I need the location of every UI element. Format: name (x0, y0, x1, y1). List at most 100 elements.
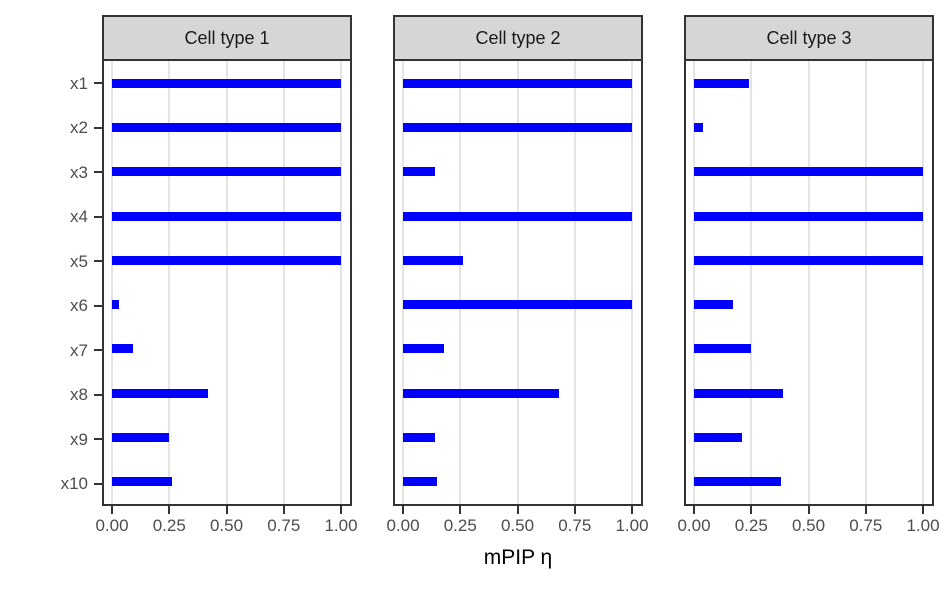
x-axis-tick-label: 0.00 (386, 516, 420, 535)
y-axis-labels: x1 x2 x3 x4 x5 x6 x7 x8 x9 x10 (0, 61, 102, 506)
y-axis-row: x10 (0, 462, 102, 507)
gridline-x (573, 61, 576, 504)
y-axis: x1 x2 x3 x4 x5 x6 x7 x8 x9 x10 (0, 15, 102, 540)
bar (694, 78, 749, 88)
gridline-x (459, 61, 462, 504)
bar (403, 477, 438, 487)
gridline-x (340, 61, 342, 504)
y-axis-tick-label: x3 (70, 162, 88, 182)
x-axis-title: mPIP η (483, 546, 553, 569)
facet-panel (684, 61, 934, 506)
facet-strip: Cell type 1 (102, 15, 352, 61)
bar (694, 255, 923, 265)
y-axis-row: x2 (0, 106, 102, 151)
y-axis-tick-label: x2 (70, 118, 88, 138)
y-axis-row: x6 (0, 284, 102, 329)
bar-row (104, 238, 350, 282)
y-axis-tick-mark (94, 171, 102, 174)
bar (112, 122, 341, 132)
x-axis-tick-label: 0.75 (267, 516, 301, 535)
bar (403, 300, 632, 310)
gridline-x (864, 61, 867, 504)
y-axis-tick-label: x8 (70, 385, 88, 405)
x-axis-tick-label: 0.75 (849, 516, 883, 535)
bar-row (395, 238, 641, 282)
x-axis: 0.00 0.25 0.50 0.75 1.00 (677, 506, 940, 540)
x-axis-tick-label: 1.00 (324, 516, 358, 535)
y-axis-tick-label: x1 (70, 73, 88, 93)
x-axis-tick-mark (516, 506, 519, 514)
bar-row (104, 371, 350, 415)
x-axis-tick-label: 0.75 (558, 516, 592, 535)
bar-row (686, 415, 932, 459)
x-axis-tick-mark (750, 506, 753, 514)
bar (403, 78, 632, 88)
x-axis-tick-mark (922, 506, 924, 514)
facet-strip-label: Cell type 2 (475, 28, 561, 48)
bar-row (104, 327, 350, 371)
bar-row (686, 327, 932, 371)
x-axis-tick-mark (573, 506, 576, 514)
y-axis-row: x5 (0, 239, 102, 284)
x-axis-tick-mark (340, 506, 342, 514)
bar (694, 388, 784, 398)
x-axis-tick-mark (111, 506, 113, 514)
facet-strip: Cell type 3 (684, 15, 934, 61)
bar-row (686, 150, 932, 194)
y-axis-tick-mark (94, 215, 102, 218)
gridline-x (282, 61, 285, 504)
bar-row (686, 460, 932, 504)
bar-row (395, 150, 641, 194)
facet-panel (393, 61, 643, 506)
bar (403, 344, 445, 354)
bar (112, 255, 341, 265)
bar (112, 433, 170, 443)
bar (694, 433, 743, 443)
gridline-x (516, 61, 519, 504)
bar (694, 300, 733, 310)
facet-1: Cell type 1 0.00 0.25 0.50 0.75 1.00 (95, 15, 358, 540)
y-axis-tick-label: x9 (70, 429, 88, 449)
gridline-x (922, 61, 924, 504)
y-axis-row: x1 (0, 61, 102, 106)
bar (694, 122, 704, 132)
bar (403, 388, 559, 398)
bar-row (686, 371, 932, 415)
bar (112, 167, 341, 177)
bar-row (395, 194, 641, 238)
x-axis-tick-label: 0.00 (95, 516, 129, 535)
facet-2: Cell type 2 0.00 0.25 0.50 0.75 1.00 (386, 15, 649, 540)
bar-row (104, 415, 350, 459)
x-axis: 0.00 0.25 0.50 0.75 1.00 (386, 506, 649, 540)
bar-row (104, 460, 350, 504)
y-axis-tick-mark (94, 82, 102, 85)
bar-row (104, 282, 350, 326)
facet-strip-label: Cell type 3 (766, 28, 852, 48)
y-axis-row: x3 (0, 150, 102, 195)
y-axis-tick-label: x5 (70, 251, 88, 271)
bar-row (686, 282, 932, 326)
y-axis-tick-mark (94, 438, 102, 441)
bar (694, 167, 923, 177)
bar (694, 211, 923, 221)
bar-row (395, 327, 641, 371)
gridline-x (807, 61, 810, 504)
gridline-x (402, 61, 404, 504)
facet-panel (102, 61, 352, 506)
gridline-x (631, 61, 633, 504)
gridline-x (225, 61, 228, 504)
y-axis-tick-mark (94, 393, 102, 396)
x-axis-tick-mark (807, 506, 810, 514)
y-axis-tick-label: x7 (70, 340, 88, 360)
y-axis-tick-label: x6 (70, 296, 88, 316)
facet-strip: Cell type 2 (393, 15, 643, 61)
x-axis: 0.00 0.25 0.50 0.75 1.00 (95, 506, 358, 540)
bar-row (395, 415, 641, 459)
x-axis-tick-mark (168, 506, 171, 514)
bar-row (686, 238, 932, 282)
bar-row (395, 61, 641, 105)
y-axis-tick-label: x10 (60, 474, 88, 494)
y-axis-row: x4 (0, 195, 102, 240)
y-axis-tick-label: x4 (70, 207, 88, 227)
bar-row (395, 105, 641, 149)
